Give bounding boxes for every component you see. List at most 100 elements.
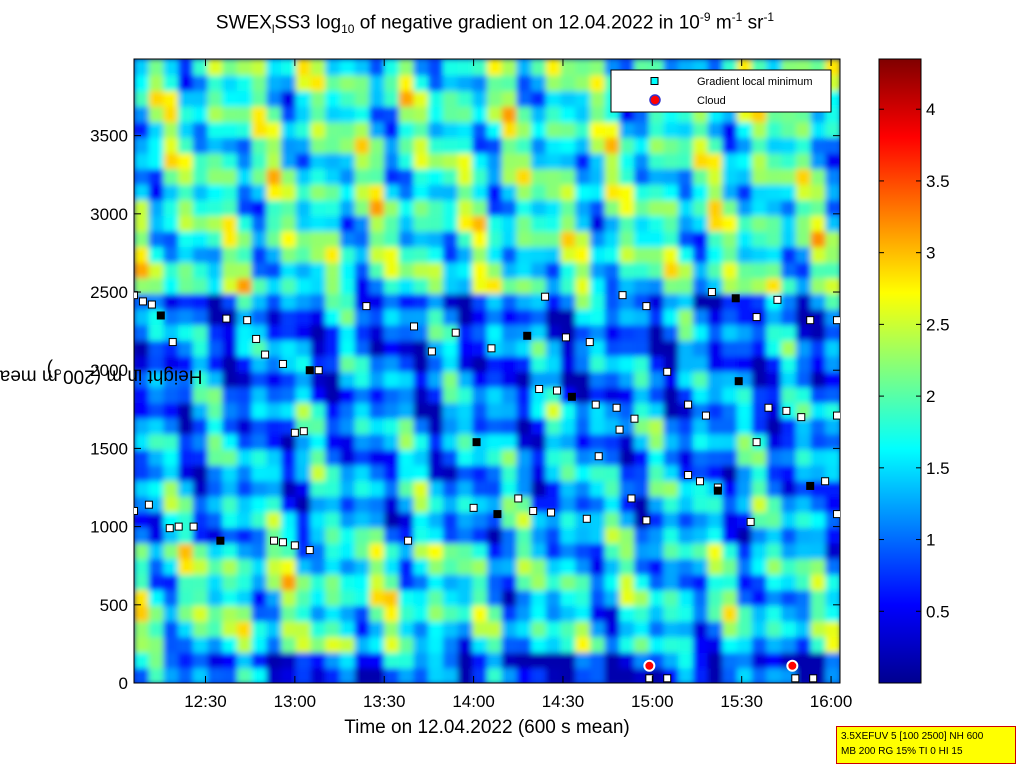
gradient-minimum-marker xyxy=(731,294,740,303)
gradient-minimum-marker xyxy=(451,328,460,337)
heat-cell xyxy=(310,230,327,248)
heat-cell xyxy=(501,168,518,185)
heat-cell xyxy=(369,137,386,154)
heat-cell xyxy=(575,246,591,263)
heat-cell xyxy=(810,449,827,466)
heat-cell xyxy=(575,371,591,388)
heat-cell xyxy=(531,152,547,170)
settings-info-box: 3.5XEFUV 5 [100 2500] NH 600 MB 200 RG 1… xyxy=(836,726,1016,764)
heat-cell xyxy=(428,355,444,372)
heat-cell xyxy=(236,137,253,154)
heat-cell xyxy=(251,605,268,622)
heat-cell xyxy=(678,558,694,575)
heat-cell xyxy=(545,449,562,466)
heat-cell xyxy=(266,651,283,669)
heat-cell xyxy=(369,215,386,232)
heat-cell xyxy=(516,402,533,419)
heat-cell xyxy=(795,511,812,528)
heat-cell xyxy=(766,230,783,248)
heat-cell xyxy=(575,277,591,294)
heat-cell xyxy=(560,215,577,232)
heat-cell xyxy=(163,417,180,435)
heat-cell xyxy=(589,339,606,357)
heat-cell xyxy=(487,121,503,138)
heat-cell xyxy=(339,636,356,653)
heat-cell xyxy=(207,137,224,154)
gradient-minimum-marker xyxy=(645,674,654,683)
heat-cell xyxy=(722,121,739,138)
heat-cell xyxy=(442,168,459,185)
heat-cell xyxy=(781,417,797,435)
heat-cell xyxy=(369,74,386,92)
heat-cell xyxy=(178,605,194,622)
heat-cell xyxy=(781,246,797,263)
gradient-minimum-marker xyxy=(134,291,138,300)
heat-cell xyxy=(472,230,488,248)
heat-cell xyxy=(148,339,165,357)
heat-cell xyxy=(751,215,768,232)
gradient-minimum-marker xyxy=(734,377,743,386)
heat-cell xyxy=(737,339,753,357)
heat-cell xyxy=(663,386,680,404)
heat-cell xyxy=(810,558,827,575)
heat-cell xyxy=(810,651,827,669)
heat-cell xyxy=(487,527,503,544)
heat-cell xyxy=(531,168,547,185)
heat-cell xyxy=(707,215,724,232)
heat-cell xyxy=(295,558,312,575)
heat-cell xyxy=(531,277,547,294)
heat-cell xyxy=(531,417,547,435)
heat-cell xyxy=(634,308,650,326)
heat-cell xyxy=(310,215,327,232)
heat-cell xyxy=(310,589,327,606)
heat-cell xyxy=(192,573,209,591)
heat-cell xyxy=(384,199,400,216)
heat-cell xyxy=(648,339,665,357)
heat-cell xyxy=(251,168,268,185)
heat-cell xyxy=(384,573,400,591)
heat-cell xyxy=(442,230,459,248)
heat-cell xyxy=(339,449,356,466)
heat-cell xyxy=(604,433,621,450)
heat-cell xyxy=(501,121,518,138)
heat-cell xyxy=(354,199,371,216)
heat-cell xyxy=(295,59,312,76)
heat-cell xyxy=(634,386,650,404)
legend-label: Cloud xyxy=(697,95,726,107)
heat-cell xyxy=(751,199,768,216)
heat-cell xyxy=(472,636,488,653)
gradient-minimum-marker xyxy=(782,406,791,415)
heat-cell xyxy=(678,511,694,528)
heat-cell xyxy=(487,293,503,310)
heat-cell xyxy=(163,558,180,575)
heat-cell xyxy=(428,480,444,497)
heat-cell xyxy=(825,183,840,201)
heat-cell xyxy=(472,339,488,357)
heat-cell xyxy=(222,152,238,170)
heat-cell xyxy=(384,308,400,326)
heat-cell xyxy=(487,433,503,450)
heat-cell xyxy=(560,417,577,435)
heat-cell xyxy=(457,121,474,138)
heat-cell xyxy=(325,542,341,560)
heat-cell xyxy=(472,152,488,170)
heat-cell xyxy=(487,246,503,263)
heat-cell xyxy=(222,90,238,107)
heat-cell xyxy=(266,495,283,513)
heat-cell xyxy=(266,573,283,591)
heat-cell xyxy=(545,137,562,154)
heat-cell xyxy=(295,230,312,248)
heat-cell xyxy=(766,168,783,185)
heat-cell xyxy=(178,542,194,560)
heat-cell xyxy=(737,246,753,263)
heat-cell xyxy=(310,433,327,450)
heat-cell xyxy=(369,308,386,326)
heat-cell xyxy=(369,59,386,76)
heat-cell xyxy=(295,90,312,107)
heat-cell xyxy=(310,246,327,263)
heat-cell xyxy=(795,558,812,575)
heat-cell xyxy=(295,651,312,669)
heat-cell xyxy=(707,605,724,622)
heat-cell xyxy=(384,433,400,450)
heat-cell xyxy=(384,339,400,357)
